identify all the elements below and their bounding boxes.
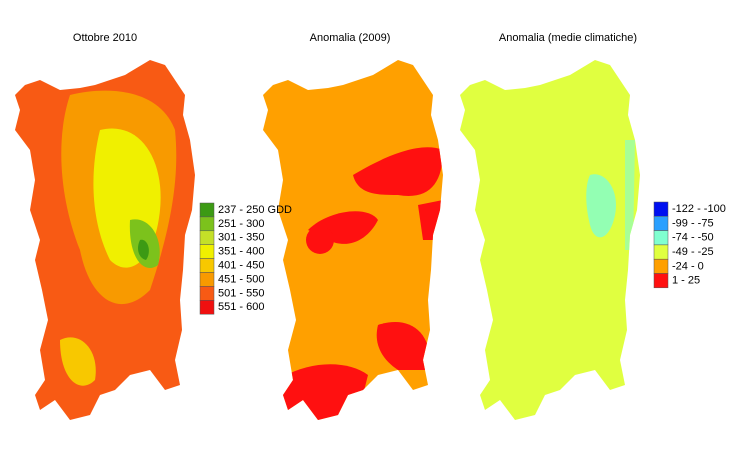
legend-label: -74 - -50 [672,232,714,244]
legend-swatch [199,272,215,287]
legend-label: 251 - 300 [218,218,264,230]
legend-swatch [199,244,215,259]
map-title: Ottobre 2010 [73,32,137,44]
legend-swatch [653,216,669,231]
legend-swatch [653,273,669,289]
legend-label: 551 - 600 [218,301,264,313]
map-ottobre [15,60,195,420]
map-anomalia-2009 [263,60,443,420]
map-title: Anomalia (2009) [310,32,391,44]
legend-label: -24 - 0 [672,260,704,272]
legend-label: 301 - 350 [218,232,264,244]
legend-swatch [199,258,215,273]
map-title: Anomalia (medie climatiche) [499,32,637,44]
map-anomalia-medie [460,60,640,420]
legend-swatch [199,286,215,301]
legend-swatch [653,244,669,260]
legend-label: -99 - -75 [672,217,714,229]
legend-swatch [199,230,215,245]
legend-label: 1 - 25 [672,275,700,287]
legend-label: 351 - 400 [218,246,264,258]
legend-swatch [199,216,215,232]
legend-label: 501 - 550 [218,287,264,299]
legend-label: -122 - -100 [672,203,726,215]
legend-label: 401 - 450 [218,259,264,271]
legend-label: -49 - -25 [672,246,714,258]
legend-label: 451 - 500 [218,273,264,285]
legend-swatch [199,202,215,218]
legend-label: 237 - 250 GDD [218,204,292,216]
legend-swatch [653,230,669,246]
legend-swatch [653,258,669,274]
legend-swatch [653,201,669,217]
legend-swatch [199,300,215,315]
